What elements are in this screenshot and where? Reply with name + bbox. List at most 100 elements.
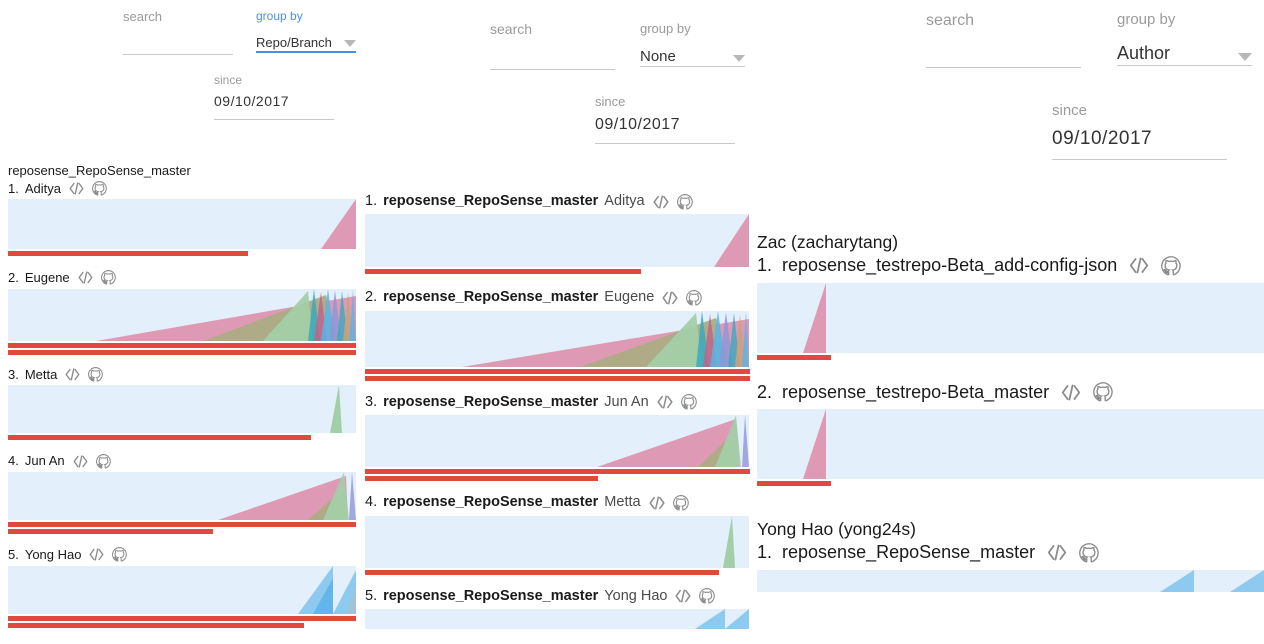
list-item[interactable]: 3. Metta bbox=[8, 367, 356, 441]
code-icon[interactable] bbox=[78, 271, 93, 285]
contribution-chart[interactable] bbox=[365, 515, 749, 568]
search-label: search bbox=[123, 9, 163, 24]
code-icon[interactable] bbox=[662, 291, 678, 305]
ramp-bar bbox=[8, 528, 214, 534]
list-item[interactable]: 5. Yong Hao bbox=[8, 547, 356, 628]
code-icon[interactable] bbox=[73, 455, 88, 468]
row-repo-name: reposense_RepoSense_master bbox=[782, 542, 1036, 563]
ramp-bar bbox=[365, 375, 750, 381]
github-icon[interactable] bbox=[1161, 255, 1181, 276]
panel-repo-branch: search group by Repo/Branch since 09/10/… bbox=[0, 0, 360, 644]
github-icon[interactable] bbox=[100, 270, 116, 286]
github-icon[interactable] bbox=[676, 193, 693, 210]
ramp-bar bbox=[8, 521, 356, 527]
groupby-value[interactable]: Repo/Branch bbox=[256, 34, 332, 50]
list-item[interactable]: 1. reposense_RepoSense_master bbox=[757, 542, 1264, 592]
contribution-chart[interactable] bbox=[365, 415, 749, 468]
since-input[interactable]: 09/10/2017 bbox=[214, 93, 290, 110]
contribution-chart[interactable] bbox=[8, 471, 356, 520]
row-repo-name: reposense_RepoSense_master bbox=[383, 289, 599, 306]
contribution-chart[interactable] bbox=[757, 409, 1264, 480]
github-icon[interactable] bbox=[95, 453, 111, 469]
groupby-value[interactable]: Author bbox=[1117, 43, 1171, 63]
contribution-chart[interactable] bbox=[8, 288, 356, 341]
since-field-mid[interactable]: since 09/10/2017 bbox=[595, 94, 735, 145]
row-index: 4. bbox=[8, 453, 19, 469]
list-item[interactable]: 4. reposense_RepoSense_master Metta bbox=[365, 494, 750, 575]
row-index: 2. bbox=[8, 270, 19, 286]
since-input[interactable]: 09/10/2017 bbox=[595, 116, 681, 134]
github-icon[interactable] bbox=[88, 367, 104, 382]
github-icon[interactable] bbox=[686, 290, 703, 306]
github-icon[interactable] bbox=[112, 547, 128, 562]
contribution-chart[interactable] bbox=[365, 608, 749, 629]
code-icon[interactable] bbox=[649, 496, 665, 510]
code-icon[interactable] bbox=[89, 548, 104, 561]
contribution-chart[interactable] bbox=[365, 310, 749, 367]
groupby-field-right[interactable]: group by Author bbox=[1117, 11, 1252, 66]
since-field-right[interactable]: since 09/10/2017 bbox=[1052, 102, 1227, 161]
row-author-name: Jun An bbox=[24, 453, 65, 469]
code-icon[interactable] bbox=[65, 368, 80, 381]
list-item[interactable]: 1. Aditya bbox=[8, 181, 356, 257]
ramp-bar bbox=[757, 354, 831, 360]
search-field-right[interactable]: search bbox=[926, 12, 1081, 68]
list-item[interactable]: 2. reposense_testrepo-Beta_master bbox=[757, 382, 1264, 487]
groupby-value[interactable]: None bbox=[640, 47, 676, 65]
code-icon[interactable] bbox=[1061, 384, 1081, 401]
github-icon[interactable] bbox=[699, 588, 716, 604]
contribution-chart[interactable] bbox=[757, 282, 1264, 353]
groupby-underline bbox=[640, 66, 745, 68]
groupby-field-left[interactable]: group by Repo/Branch bbox=[256, 9, 356, 54]
list-item[interactable]: 1. reposense_RepoSense_master Aditya bbox=[365, 193, 750, 275]
list-item[interactable]: 2. reposense_RepoSense_master Eugene bbox=[365, 289, 750, 381]
search-field-left[interactable]: search bbox=[123, 9, 233, 56]
code-icon[interactable] bbox=[653, 195, 669, 209]
row-repo-name: reposense_testrepo-Beta_master bbox=[782, 381, 1050, 402]
code-icon[interactable] bbox=[675, 589, 692, 603]
contribution-chart[interactable] bbox=[365, 214, 749, 268]
ramp-bar bbox=[365, 469, 750, 475]
ramp-bar bbox=[8, 435, 311, 441]
search-input[interactable] bbox=[123, 24, 233, 54]
since-field-left[interactable]: since 09/10/2017 bbox=[214, 73, 334, 120]
row-index: 3. bbox=[365, 393, 378, 410]
contribution-chart[interactable] bbox=[8, 199, 356, 250]
chevron-down-icon[interactable] bbox=[1238, 52, 1252, 61]
panel-author: search group by Author since 09/10/2017 … bbox=[750, 0, 1264, 644]
contribution-chart[interactable] bbox=[8, 385, 356, 434]
groupby-field-mid[interactable]: group by None bbox=[640, 21, 745, 68]
panel-none: search group by None since 09/10/2017 bbox=[360, 0, 750, 644]
group-title: reposense_RepoSense_master bbox=[8, 163, 191, 178]
row-author-name: Yong Hao bbox=[24, 546, 82, 562]
code-icon[interactable] bbox=[1047, 544, 1067, 561]
since-input[interactable]: 09/10/2017 bbox=[1052, 127, 1153, 149]
github-icon[interactable] bbox=[680, 394, 697, 411]
github-icon[interactable] bbox=[672, 494, 689, 511]
list-item[interactable]: 4. Jun An bbox=[8, 453, 356, 534]
row-index: 3. bbox=[8, 366, 19, 382]
chevron-down-icon[interactable] bbox=[733, 55, 745, 63]
since-label: since bbox=[1052, 102, 1088, 119]
row-repo-name: reposense_RepoSense_master bbox=[383, 494, 599, 511]
code-icon[interactable] bbox=[1129, 257, 1149, 274]
list-item[interactable]: 1. reposense_testrepo-Beta_add-config-js… bbox=[757, 255, 1264, 360]
list-item[interactable]: 5. reposense_RepoSense_master Yong Hao bbox=[365, 588, 750, 629]
groupby-label: group by bbox=[1117, 11, 1176, 28]
list-item[interactable]: 3. reposense_RepoSense_master Jun An bbox=[365, 393, 750, 482]
list-item[interactable]: 2. Eugene bbox=[8, 270, 356, 355]
groupby-underline bbox=[256, 51, 356, 54]
search-input[interactable] bbox=[926, 30, 1081, 67]
contribution-chart[interactable] bbox=[8, 565, 356, 614]
code-icon[interactable] bbox=[69, 182, 84, 195]
search-field-mid[interactable]: search bbox=[490, 21, 615, 71]
search-underline bbox=[926, 66, 1081, 68]
github-icon[interactable] bbox=[92, 180, 107, 196]
github-icon[interactable] bbox=[1093, 382, 1113, 402]
chevron-down-icon[interactable] bbox=[344, 40, 356, 48]
search-input[interactable] bbox=[490, 37, 615, 69]
code-icon[interactable] bbox=[657, 395, 673, 410]
contribution-chart[interactable] bbox=[757, 569, 1264, 592]
github-icon[interactable] bbox=[1079, 543, 1099, 563]
